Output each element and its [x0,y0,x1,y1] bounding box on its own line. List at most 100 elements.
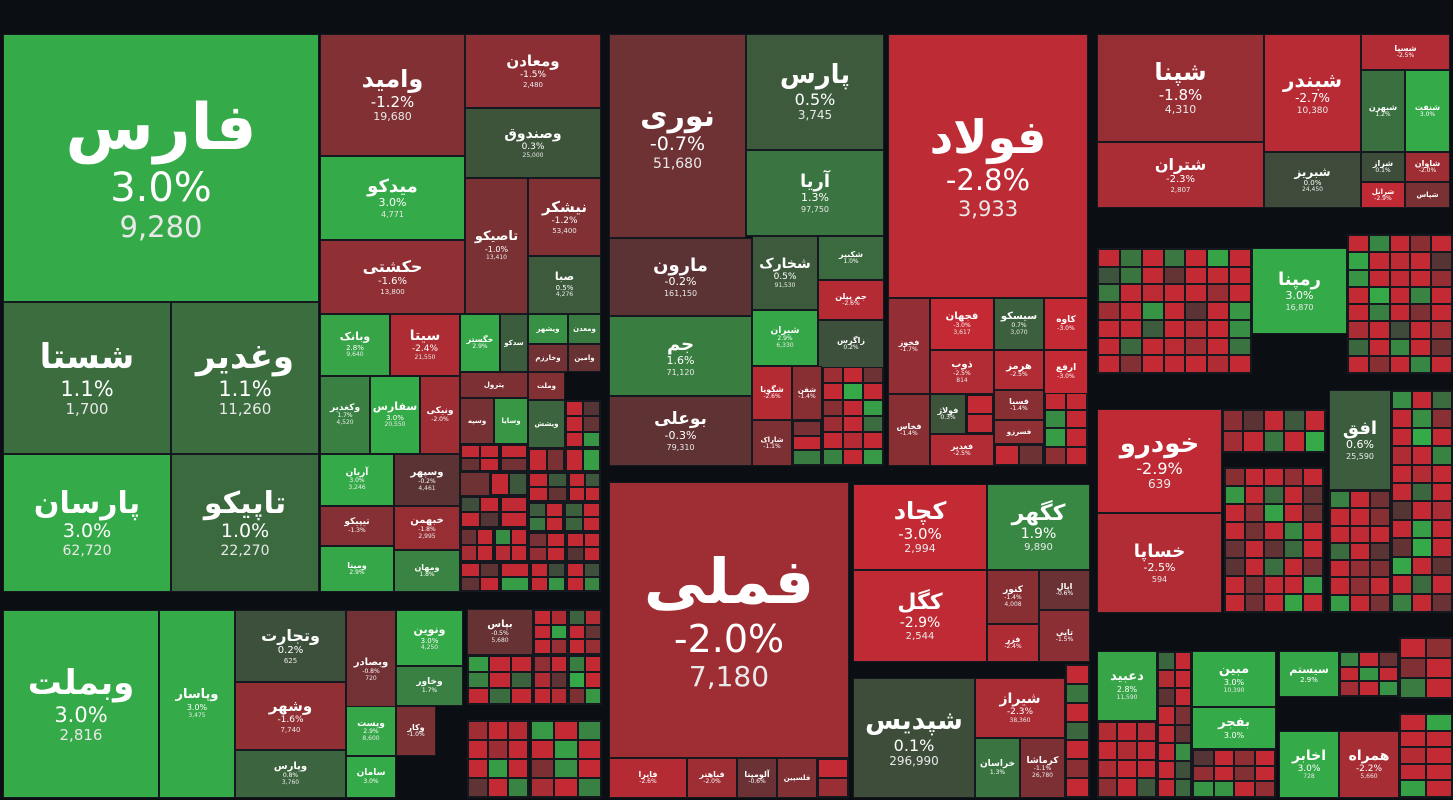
minor-stock-cell[interactable] [1098,740,1118,760]
minor-stock-cell[interactable] [1207,266,1230,285]
minor-stock-cell[interactable] [1368,304,1390,322]
minor-stock-cell[interactable] [548,577,565,591]
minor-stock-cell[interactable] [501,458,527,471]
minor-stock-cell[interactable] [1410,235,1432,253]
minor-stock-cell[interactable] [1303,468,1323,486]
stock-tile-نیشکر[interactable]: نیشکر -1.2% 53,400 [528,178,601,256]
minor-stock-cell[interactable] [1244,540,1265,558]
minor-stock-cell[interactable] [1359,681,1379,696]
minor-stock-cell[interactable] [1098,722,1118,741]
minor-stock-cell[interactable] [1368,355,1390,373]
minor-stock-tile[interactable] [528,502,564,532]
minor-stock-cell[interactable] [531,778,555,797]
minor-stock-cell[interactable] [495,529,511,545]
stock-tile-فارس[interactable]: فارس 3.0% 9,280 [3,34,319,302]
stock-tile-رمپنا[interactable]: رمپنا 3.0% 16,870 [1252,248,1347,334]
minor-stock-cell[interactable] [565,503,583,517]
stock-tile-وبانک[interactable]: وبانک 2.8% 9,640 [320,314,390,376]
minor-stock-cell[interactable] [480,458,499,471]
minor-stock-cell[interactable] [584,487,600,501]
minor-stock-cell[interactable] [1303,486,1323,504]
minor-stock-cell[interactable] [1141,337,1164,356]
minor-stock-cell[interactable] [1389,321,1411,339]
minor-stock-cell[interactable] [1193,781,1214,797]
stock-tile-پارسان[interactable]: پارسان 3.0% 62,720 [3,454,171,592]
minor-stock-cell[interactable] [550,624,567,640]
stock-tile-وغدیر[interactable]: وغدیر 1.1% 11,260 [171,302,319,454]
minor-stock-cell[interactable] [843,432,863,449]
minor-stock-cell[interactable] [480,512,499,527]
minor-stock-tile[interactable] [565,400,601,448]
stock-tile-وامید[interactable]: وامید -1.2% 19,680 [320,34,465,156]
stock-tile-فولاد[interactable]: فولاد -2.8% 3,933 [888,34,1088,298]
minor-stock-cell[interactable] [1330,525,1350,543]
minor-stock-cell[interactable] [1098,302,1120,320]
stock-tile-وپاسار[interactable]: وپاسار 3.0% 3,475 [159,610,235,798]
minor-stock-tile[interactable] [533,609,568,655]
minor-stock-cell[interactable] [1426,658,1452,678]
minor-stock-tile[interactable] [530,720,602,798]
minor-stock-cell[interactable] [1426,780,1452,797]
minor-stock-cell[interactable] [823,416,843,433]
minor-stock-cell[interactable] [1229,284,1251,303]
minor-stock-cell[interactable] [1368,235,1390,253]
minor-stock-tile[interactable] [1224,467,1324,613]
minor-stock-cell[interactable] [1229,266,1251,285]
minor-stock-cell[interactable] [529,487,548,501]
stock-tile-زاگرس[interactable]: زاگرس 0.2% [818,320,884,368]
stock-tile-فلسپین[interactable]: فلسپین [777,758,817,798]
minor-stock-cell[interactable] [501,512,527,527]
minor-stock-tile[interactable] [1399,713,1453,798]
minor-stock-cell[interactable] [461,545,477,561]
stock-tile-شپاس[interactable]: شپاس [1405,182,1450,208]
stock-tile-شبریز[interactable]: شبریز 0.0% 24,450 [1264,152,1361,208]
minor-stock-cell[interactable] [1234,750,1255,766]
minor-stock-cell[interactable] [1207,319,1230,338]
minor-stock-cell[interactable] [585,610,601,625]
stock-tile-شفن[interactable]: شفن -1.4% [792,366,822,420]
stock-tile-سفارس[interactable]: سفارس 3.0% 20,550 [370,376,420,454]
minor-stock-cell[interactable] [582,517,600,531]
stock-tile-آریا[interactable]: آریا 1.3% 97,750 [746,150,884,236]
minor-stock-cell[interactable] [1432,519,1452,539]
minor-stock-cell[interactable] [461,577,480,591]
minor-stock-cell[interactable] [1185,355,1208,373]
minor-stock-cell[interactable] [583,533,600,547]
minor-stock-cell[interactable] [863,416,883,433]
minor-stock-cell[interactable] [793,421,821,436]
minor-stock-cell[interactable] [547,533,565,547]
minor-stock-tile[interactable] [500,562,530,592]
minor-stock-cell[interactable] [477,529,493,545]
stock-tile-اپال[interactable]: اپال -0.6% [1039,570,1090,610]
minor-stock-cell[interactable] [1158,688,1175,707]
minor-stock-cell[interactable] [1283,540,1304,558]
minor-stock-cell[interactable] [1378,666,1398,682]
stock-tile-شخارک[interactable]: شخارک 0.5% 91,530 [752,236,818,310]
minor-stock-tile[interactable] [460,496,500,528]
minor-stock-cell[interactable] [1207,355,1230,373]
minor-stock-cell[interactable] [1340,652,1360,667]
stock-tile-وصندوق[interactable]: وصندوق 0.3% 25,000 [465,108,601,178]
minor-stock-tile[interactable] [1097,721,1157,798]
stock-tile-فجهان[interactable]: فجهان -3.0% 3,617 [930,298,994,350]
minor-stock-cell[interactable] [1098,266,1120,285]
stock-tile-ومعادن[interactable]: ومعادن -1.5% 2,480 [465,34,601,108]
minor-stock-cell[interactable] [531,740,555,759]
minor-stock-cell[interactable] [1243,410,1264,431]
minor-stock-cell[interactable] [1119,302,1142,320]
stock-tile-کگل[interactable]: کگل -2.9% 2,544 [853,570,987,662]
minor-stock-cell[interactable] [1432,409,1452,428]
minor-stock-cell[interactable] [554,721,578,740]
minor-stock-tile[interactable] [1157,651,1192,798]
minor-stock-cell[interactable] [1432,483,1452,502]
minor-stock-cell[interactable] [1098,284,1120,303]
stock-tile-دعبید[interactable]: دعبید 2.8% 11,590 [1097,651,1157,721]
minor-stock-cell[interactable] [1368,269,1390,287]
minor-stock-cell[interactable] [1370,508,1390,526]
minor-stock-cell[interactable] [548,563,565,577]
minor-stock-cell[interactable] [863,399,883,416]
minor-stock-cell[interactable] [1264,540,1284,558]
minor-stock-cell[interactable] [584,473,600,487]
minor-stock-cell[interactable] [480,445,499,458]
minor-stock-cell[interactable] [1185,249,1208,267]
